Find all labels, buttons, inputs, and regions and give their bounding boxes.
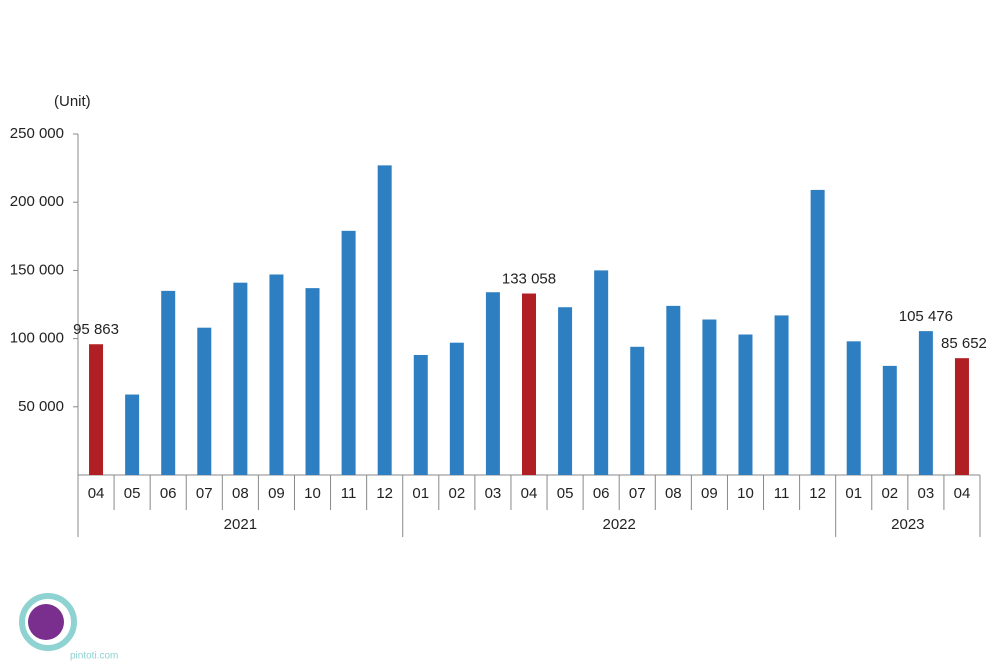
bar (702, 319, 717, 475)
value-label: 133 058 (502, 270, 556, 287)
bar (918, 331, 933, 475)
bar (305, 288, 320, 475)
x-tick-label: 05 (557, 485, 574, 502)
x-tick-label: 12 (809, 485, 826, 502)
bar (161, 290, 176, 475)
x-tick-label: 01 (412, 485, 429, 502)
bar (413, 354, 428, 475)
x-tick-label: 04 (88, 485, 105, 502)
bar (666, 305, 681, 475)
bar (269, 274, 284, 475)
y-tick-label: 100 000 (10, 330, 64, 347)
x-tick-label: 05 (124, 485, 141, 502)
x-tick-label: 11 (341, 485, 357, 502)
x-tick-label: 07 (629, 485, 646, 502)
x-tick-label: 04 (521, 485, 538, 502)
bar (377, 165, 392, 475)
bar (485, 292, 500, 475)
group-label: 2022 (603, 516, 636, 533)
bar (125, 394, 140, 475)
x-tick-label: 08 (665, 485, 682, 502)
value-label: 105 476 (899, 308, 953, 325)
bar (774, 315, 789, 475)
group-label: 2021 (224, 516, 257, 533)
x-tick-label: 04 (954, 485, 971, 502)
x-tick-label: 07 (196, 485, 213, 502)
bar (558, 307, 573, 475)
bar (594, 270, 609, 475)
x-tick-label: 06 (160, 485, 177, 502)
watermark-logo-inner (28, 604, 64, 640)
x-tick-label: 06 (593, 485, 610, 502)
value-label: 85 652 (941, 335, 987, 352)
x-tick-label: 08 (232, 485, 249, 502)
x-tick-label: 11 (774, 485, 790, 502)
bar (89, 344, 104, 475)
y-tick-label: 50 000 (18, 398, 64, 415)
y-tick-label: 150 000 (10, 261, 64, 278)
watermark-logo (19, 593, 77, 651)
bar (810, 189, 825, 475)
y-tick-label: 250 000 (10, 125, 64, 142)
bar (630, 346, 645, 475)
x-tick-label: 03 (918, 485, 935, 502)
y-tick-label: 200 000 (10, 193, 64, 210)
bar (449, 342, 464, 475)
x-tick-label: 03 (485, 485, 502, 502)
watermark: pintoti.com (70, 651, 118, 662)
x-tick-label: 09 (701, 485, 718, 502)
x-tick-label: 12 (376, 485, 393, 502)
bar (954, 358, 969, 475)
bar (882, 365, 897, 475)
y-axis-label: (Unit) (54, 93, 91, 110)
x-tick-label: 09 (268, 485, 285, 502)
x-tick-label: 10 (737, 485, 754, 502)
bar (197, 327, 212, 475)
x-tick-label: 10 (304, 485, 321, 502)
bar (738, 334, 753, 475)
x-tick-label: 02 (881, 485, 898, 502)
bar (522, 293, 536, 475)
x-tick-label: 01 (845, 485, 862, 502)
bar (233, 282, 248, 475)
bar (846, 341, 861, 475)
bar (341, 230, 356, 475)
value-label: 95 863 (73, 321, 119, 338)
group-label: 2023 (891, 516, 924, 533)
x-tick-label: 02 (448, 485, 465, 502)
